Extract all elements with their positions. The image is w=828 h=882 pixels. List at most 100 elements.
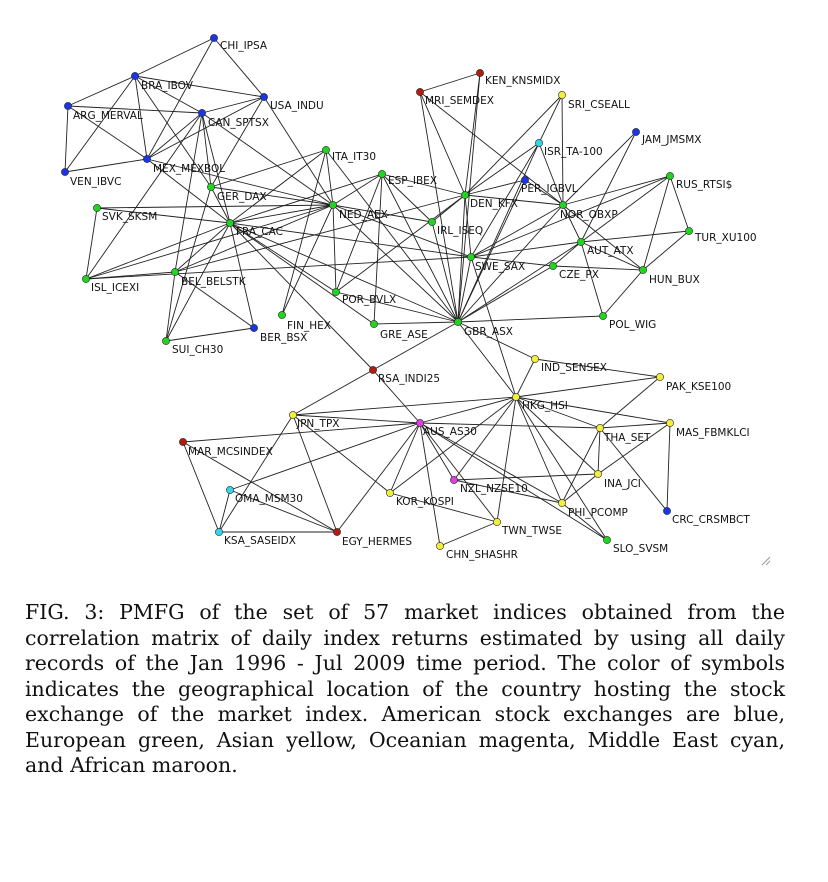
label-ind-sensex: IND_SENSEX bbox=[541, 362, 607, 374]
edge-can-sptsx-mex-mexbol bbox=[146, 112, 203, 160]
edge-ned-aex-swe-sax bbox=[332, 204, 472, 258]
edge-irl-iseq-den-kfx bbox=[431, 194, 466, 223]
edge-gbr-asx-den-kfx bbox=[457, 194, 466, 323]
node-sri-cseall bbox=[558, 91, 566, 99]
label-gbr-asx: GBR_ASX bbox=[464, 326, 513, 338]
node-cze-px bbox=[549, 262, 557, 270]
label-usa-indu: USA_INDU bbox=[270, 100, 324, 112]
edge-swe-sax-isl-icexi bbox=[85, 256, 472, 280]
label-ned-aex: NED_AEX bbox=[339, 209, 388, 221]
node-isl-icexi bbox=[82, 275, 90, 283]
edge-aus-as30-phi-pcomp bbox=[419, 422, 563, 504]
label-mar-mcsindex: MAR_MCSINDEX bbox=[188, 446, 273, 458]
edge-aus-as30-oma-msm30 bbox=[229, 422, 421, 491]
edge-tur-xu100-hun-bux bbox=[642, 230, 690, 271]
node-bel-belstk bbox=[171, 268, 179, 276]
node-kor-kospi bbox=[386, 489, 394, 497]
edge-gbr-asx-nor-obxp bbox=[457, 204, 564, 323]
label-ken-knsmidx: KEN_KNSMIDX bbox=[485, 75, 560, 87]
edge-usa-indu-ned-aex bbox=[263, 96, 334, 206]
edge-tha-set-crc-crsmbct bbox=[599, 427, 668, 512]
edge-chi-ipsa-mex-mexbol bbox=[146, 37, 215, 160]
edge-sri-cseall-nor-obxp bbox=[561, 94, 564, 206]
edge-fra-cac-ber-bsx bbox=[229, 222, 255, 329]
label-twn-twse: TWN_TWSE bbox=[501, 525, 562, 537]
edge-tha-set-phi-pcomp bbox=[561, 427, 601, 504]
edge-esp-ibex-gbr-asx bbox=[381, 173, 459, 323]
edge-pak-kse100-tha-set bbox=[599, 376, 661, 429]
edge-hkg-hsi-jpn-tpx bbox=[292, 396, 517, 416]
label-chi-ipsa: CHI_IPSA bbox=[220, 40, 268, 52]
edge-bel-belstk-ber-bsx bbox=[174, 271, 255, 329]
figure-caption: FIG. 3: PMFG of the set of 57 market ind… bbox=[25, 600, 785, 777]
label-sri-cseall: SRI_CSEALL bbox=[568, 99, 630, 111]
label-fra-cac: FRA_CAC bbox=[236, 226, 283, 238]
resize-grip-icon bbox=[761, 556, 771, 566]
node-ken-knsmidx bbox=[476, 69, 484, 77]
node-chi-ipsa bbox=[210, 34, 218, 42]
edge-oma-msm30-egy-hermes bbox=[229, 489, 338, 533]
label-irl-iseq: IRL_ISEQ bbox=[437, 225, 483, 237]
label-nor-obxp: NOR_OBXP bbox=[560, 209, 618, 221]
node-bra-ibov bbox=[131, 72, 139, 80]
edge-esp-ibex-irl-iseq bbox=[381, 173, 433, 223]
edge-sui-ch30-ber-bsx bbox=[165, 327, 255, 342]
edge-aus-as30-mar-mcsindex bbox=[182, 422, 421, 443]
edge-mas-fbmklci-ina-jci bbox=[597, 422, 671, 475]
label-tha-set: THA_SET bbox=[603, 432, 651, 444]
edge-isr-ta-100-swe-sax bbox=[470, 142, 540, 258]
edge-mri-semdex-nor-obxp bbox=[419, 91, 564, 206]
node-ned-aex bbox=[329, 201, 337, 209]
node-ber-bsx bbox=[250, 324, 258, 332]
edge-arg-merval-can-sptsx bbox=[67, 105, 203, 114]
edge-oma-msm30-ksa-saseidx bbox=[218, 489, 231, 533]
edge-den-kfx-nor-obxp bbox=[464, 194, 564, 206]
edge-aus-as30-chn-shashr bbox=[419, 422, 441, 547]
edge-arg-merval-ven-ibvc bbox=[64, 105, 69, 173]
label-por-bvlx: POR_BVLX bbox=[342, 294, 396, 306]
edge-rsa-indi25-aus-as30 bbox=[372, 369, 421, 424]
edge-jam-jmsmx-aut-atx bbox=[580, 131, 637, 243]
edge-ind-sensex-pak-kse100 bbox=[534, 358, 661, 378]
edge-mex-mexbol-fra-cac bbox=[146, 158, 231, 224]
edge-tha-set-ina-jci bbox=[597, 427, 601, 475]
edge-aut-atx-cze-px bbox=[552, 241, 582, 267]
edge-hkg-hsi-twn-twse bbox=[496, 396, 517, 523]
node-layer bbox=[61, 34, 693, 550]
edge-nor-obxp-hun-bux bbox=[562, 204, 644, 271]
pmfg-network-graph: CHI_IPSA BRA_IBOV USA_INDU ARG_MERVAL CAN_SP… bbox=[61, 34, 771, 566]
edge-nzl-nzse10-phi-pcomp bbox=[453, 479, 563, 504]
node-ksa-saseidx bbox=[215, 528, 223, 536]
edge-fra-cac-swe-sax bbox=[229, 222, 472, 258]
label-pol-wig: POL_WIG bbox=[609, 319, 656, 331]
edge-aut-atx-pol-wig bbox=[580, 241, 604, 317]
edge-ned-aex-isl-icexi bbox=[85, 204, 334, 280]
edge-aut-atx-swe-sax bbox=[470, 241, 582, 258]
edge-tur-xu100-aut-atx bbox=[580, 230, 690, 243]
label-fin-hex: FIN_HEX bbox=[287, 320, 331, 332]
edge-bra-ibov-arg-merval bbox=[67, 75, 136, 107]
label-svk-sksm: SVK_SKSM bbox=[102, 211, 157, 223]
node-ita-it30 bbox=[322, 146, 330, 154]
label-arg-merval: ARG_MERVAL bbox=[73, 110, 143, 122]
edge-mar-mcsindex-ksa-saseidx bbox=[182, 441, 220, 533]
label-can-sptsx: CAN_SPTSX bbox=[208, 117, 269, 129]
edge-ita-it30-ned-aex bbox=[325, 149, 334, 206]
edge-bel-belstk-sui-ch30 bbox=[165, 271, 176, 342]
node-twn-twse bbox=[493, 518, 501, 526]
node-swe-sax bbox=[467, 253, 475, 261]
node-jpn-tpx bbox=[289, 411, 297, 419]
node-ind-sensex bbox=[531, 355, 539, 363]
label-phi-pcomp: PHI_PCOMP bbox=[568, 507, 628, 519]
edge-rsa-indi25-jpn-tpx bbox=[292, 369, 374, 416]
edge-esp-ibex-den-kfx bbox=[381, 173, 466, 196]
edge-hkg-hsi-phi-pcomp bbox=[515, 396, 563, 504]
edge-nor-obxp-rus-rtsi bbox=[562, 175, 671, 206]
node-ger-dax bbox=[207, 183, 215, 191]
node-slo-svsm bbox=[603, 536, 611, 544]
edge-svk-sksm-isl-icexi bbox=[85, 207, 98, 280]
edge-chi-ipsa-usa-indu bbox=[213, 37, 265, 98]
node-gbr-asx bbox=[454, 318, 462, 326]
edge-ita-it30-fin-hex bbox=[281, 149, 327, 316]
node-mri-semdex bbox=[416, 88, 424, 96]
